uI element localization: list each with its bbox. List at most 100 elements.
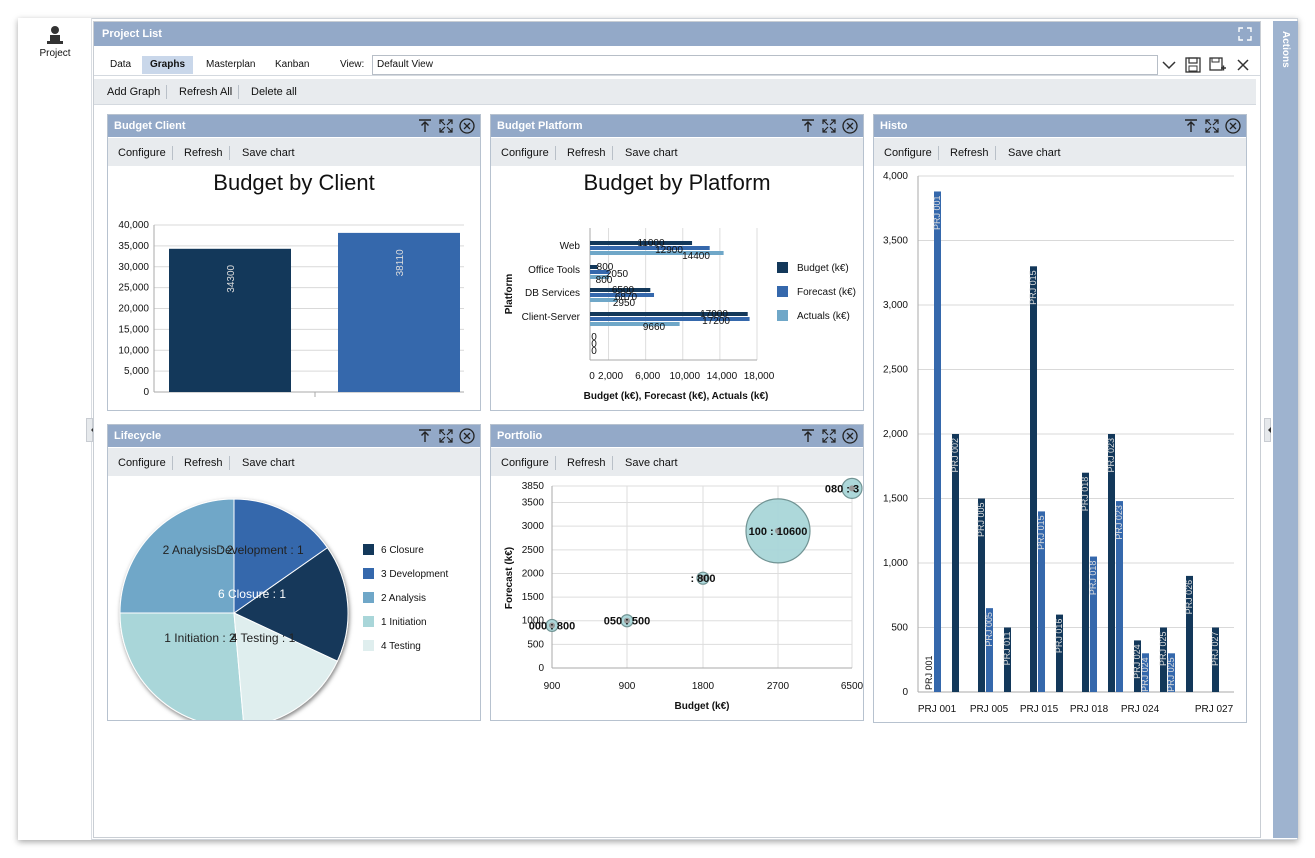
widget-toolbar: Configure Refresh Save chart (491, 448, 863, 476)
widget-lifecycle: Lifecycle Configure Refresh Save chart 6… (107, 424, 481, 728)
bar-data-label: PRJ 005 (984, 612, 994, 647)
maximize-icon[interactable] (1238, 27, 1252, 41)
pin-top-icon[interactable] (416, 117, 434, 135)
y-tick-label: 3500 (522, 498, 545, 509)
bar-data-label: PRJ 025 (1158, 632, 1168, 667)
actions-sidebar[interactable]: Actions (1273, 21, 1298, 838)
pin-top-icon[interactable] (799, 427, 817, 445)
bar (590, 275, 610, 279)
expand-icon[interactable] (1203, 117, 1221, 135)
refresh-all-button[interactable]: Refresh All (173, 85, 240, 99)
bar-data-label: 38110 (395, 249, 406, 277)
expand-icon[interactable] (437, 427, 455, 445)
x-tick-label: 18,000 (744, 371, 775, 382)
bar-data-label: PRJ 018 (1088, 561, 1098, 596)
project-icon (47, 26, 63, 44)
tab-kanban[interactable]: Kanban (275, 59, 310, 70)
widget-title-text: Portfolio (497, 430, 543, 442)
x-axis-title: Budget (k€), Forecast (k€), Actuals (k€) (584, 391, 769, 402)
close-circle-icon[interactable] (1224, 117, 1242, 135)
bubble-center (624, 617, 630, 624)
x-tick-label: PRJ 024 (1121, 704, 1160, 715)
bar-data-label: PRJ 023 (1114, 505, 1124, 540)
save-as-icon[interactable] (1208, 56, 1226, 74)
bar-data-label: 2950 (613, 298, 636, 309)
pin-top-icon[interactable] (1182, 117, 1200, 135)
widget-histo: Histo Configure Refresh Save chart 0 500 1… (873, 114, 1247, 723)
close-circle-icon[interactable] (841, 117, 859, 135)
expand-icon[interactable] (820, 427, 838, 445)
collapse-right-handle[interactable] (1264, 418, 1271, 442)
pin-top-icon[interactable] (799, 117, 817, 135)
bar (1212, 627, 1219, 692)
refresh-button[interactable]: Refresh (178, 456, 230, 470)
y-tick-label: 1000 (522, 616, 545, 627)
expand-icon[interactable] (820, 117, 838, 135)
add-graph-button[interactable]: Add Graph (101, 85, 168, 99)
configure-button[interactable]: Configure (495, 146, 556, 160)
bar-data-label: 12900 (655, 245, 683, 256)
close-icon[interactable] (1234, 56, 1252, 74)
y-tick-label: 500 (891, 623, 908, 634)
configure-button[interactable]: Configure (878, 146, 939, 160)
refresh-button[interactable]: Refresh (944, 146, 996, 160)
pin-top-icon[interactable] (416, 427, 434, 445)
slice-label: 4 Testing : 1 (231, 631, 296, 645)
bar (1030, 266, 1037, 692)
refresh-button[interactable]: Refresh (561, 456, 613, 470)
x-tick-label: 900 (619, 681, 636, 692)
slice-label: Development : 1 (216, 543, 304, 557)
graph-toolbar: Add Graph Refresh All Delete all (94, 79, 1256, 105)
configure-button[interactable]: Configure (112, 146, 173, 160)
pie-slice (119, 612, 245, 728)
view-select[interactable]: Default View (372, 55, 1158, 75)
tab-bar: Data Graphs Masterplan Kanban View: Defa… (94, 50, 1260, 76)
delete-all-button[interactable]: Delete all (251, 86, 297, 98)
save-chart-button[interactable]: Save chart (1008, 147, 1061, 159)
nav-project[interactable]: Project (18, 24, 92, 59)
close-circle-icon[interactable] (458, 117, 476, 135)
x-tick-label: PRJ 015 (1020, 704, 1059, 715)
tab-data[interactable]: Data (110, 59, 132, 70)
bar-data-label: PRJ 018 (1080, 477, 1090, 512)
bar-data-label: 17000 (700, 309, 728, 320)
tab-graphs[interactable]: Graphs (142, 56, 194, 74)
save-icon[interactable] (1184, 56, 1202, 74)
x-axis-title: Budget (k€) (675, 701, 730, 712)
close-circle-icon[interactable] (458, 427, 476, 445)
bar (590, 322, 680, 326)
chevron-down-icon[interactable] (1160, 56, 1178, 74)
collapse-left-handle[interactable] (86, 418, 94, 442)
bar-data-label: 9660 (643, 322, 666, 333)
bar-data-label: PRJ 025 (1166, 657, 1176, 692)
refresh-button[interactable]: Refresh (178, 146, 230, 160)
bar (169, 248, 291, 392)
y-axis-title: Forecast (k€) (504, 547, 515, 609)
bar (590, 270, 610, 274)
tab-masterplan[interactable]: Masterplan (206, 59, 256, 70)
legend-swatch (363, 592, 374, 603)
expand-icon[interactable] (437, 117, 455, 135)
refresh-button[interactable]: Refresh (561, 146, 613, 160)
widget-title-text: Budget Client (114, 120, 186, 132)
y-tick-label: 35,000 (118, 241, 149, 252)
bar-data-label: PRJ 002 (950, 438, 960, 473)
configure-button[interactable]: Configure (112, 456, 173, 470)
y-tick-label: 25,000 (118, 283, 149, 294)
save-chart-button[interactable]: Save chart (242, 457, 295, 469)
close-circle-icon[interactable] (841, 427, 859, 445)
save-chart-button[interactable]: Save chart (242, 147, 295, 159)
y-tick-label: DB Services (525, 288, 580, 299)
bar (1168, 653, 1175, 692)
bubble-label: 000 : 800 (529, 620, 575, 632)
save-chart-button[interactable]: Save chart (625, 147, 678, 159)
slice-label: 2 Analysis : 2 (163, 543, 234, 557)
save-chart-button[interactable]: Save chart (625, 457, 678, 469)
bar (590, 293, 655, 297)
y-tick-label: 2500 (522, 545, 545, 556)
configure-button[interactable]: Configure (495, 456, 556, 470)
legend-label: 1 Initiation (381, 617, 427, 628)
bar-data-label: 17200 (702, 316, 730, 327)
bar (590, 317, 750, 321)
bar-data-label: 800 (597, 262, 614, 273)
